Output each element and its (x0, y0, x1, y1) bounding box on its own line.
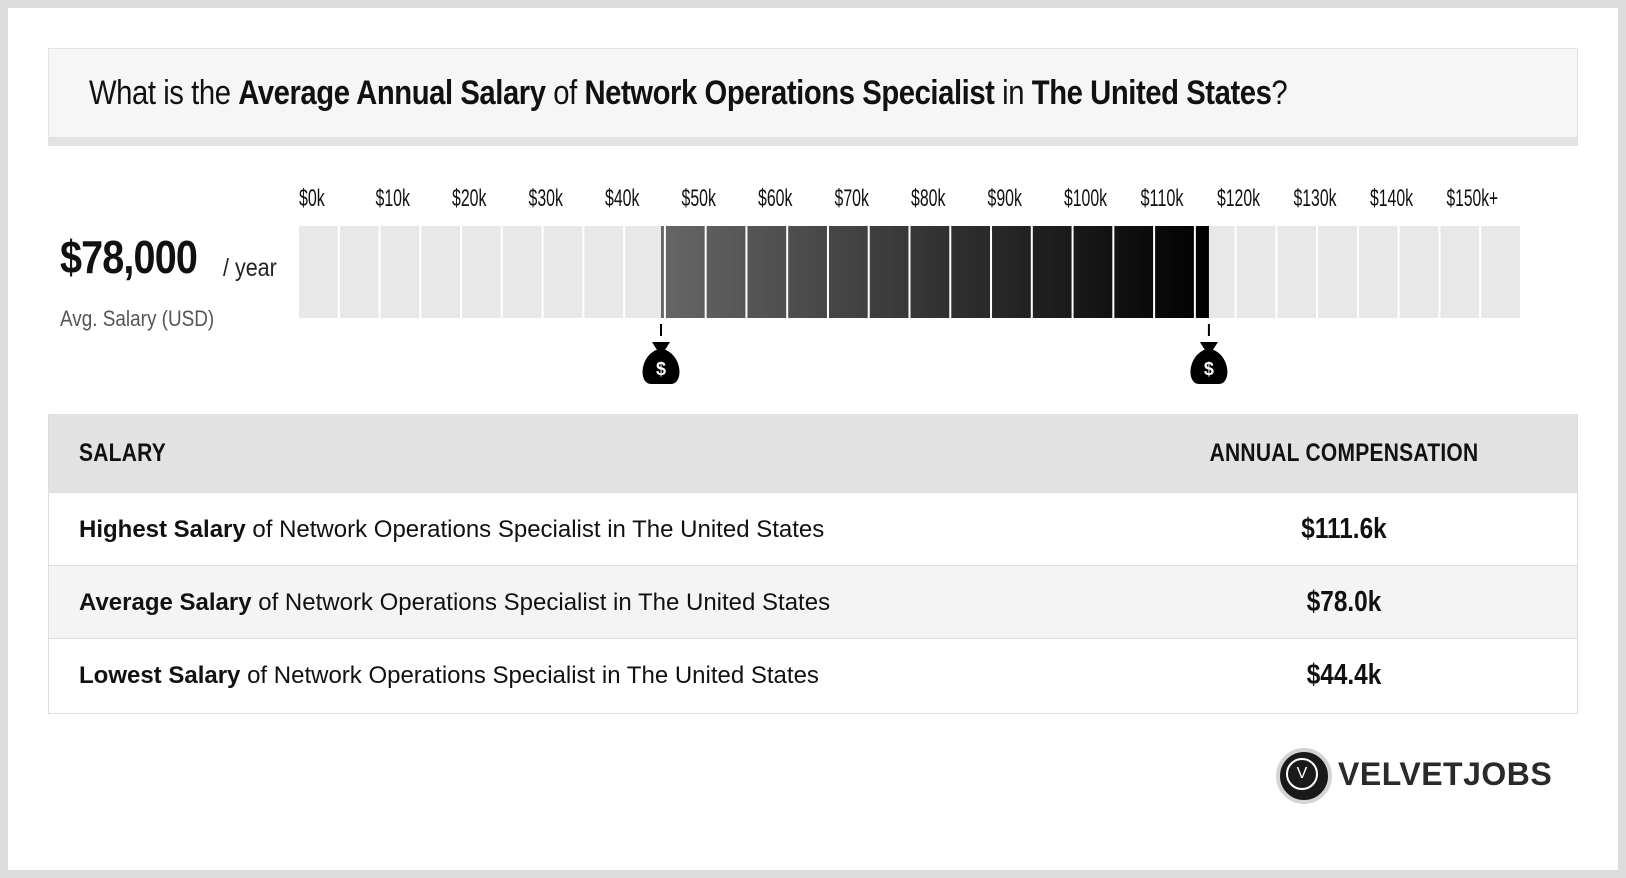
tick-label: $20k (452, 185, 487, 212)
salary-card: What is the Average Annual Salary of Net… (8, 8, 1618, 870)
low-salary-marker: $ (642, 324, 680, 384)
tick-label: $80k (911, 185, 946, 212)
cell-separator (704, 226, 707, 318)
logo-letter: V (1286, 758, 1318, 790)
tick-label: $120k (1217, 185, 1261, 212)
bar-cell (1399, 226, 1439, 318)
row-label-rest: of Network Operations Specialist in The … (240, 662, 819, 689)
cell-separator (1193, 226, 1196, 318)
salary-range-bar (661, 226, 1209, 318)
title-text: of (545, 74, 585, 112)
bar-cell (1318, 226, 1357, 318)
tick-label: $60k (758, 185, 793, 212)
row-value: $111.6k (1301, 513, 1387, 545)
row-value: $44.4k (1306, 659, 1382, 691)
row-label-bold: Lowest Salary (79, 662, 241, 689)
tick-label: $10k (376, 185, 411, 212)
title-highlight-salary: Average Annual Salary (238, 74, 546, 112)
bar-cell (625, 226, 664, 318)
title-highlight-job: Network Operations Specialist (584, 74, 995, 112)
salary-table: SALARY ANNUAL COMPENSATION Highest Salar… (48, 414, 1578, 714)
cell-separator (867, 226, 870, 318)
bar-cell (502, 226, 542, 318)
tick-label: $30k (529, 185, 564, 212)
bar-cell (339, 226, 379, 318)
row-value: $78.0k (1306, 586, 1382, 618)
cell-separator (1071, 226, 1074, 318)
bar-cell (584, 226, 624, 318)
cell-separator (908, 226, 911, 318)
row-label-bold: Average Salary (79, 589, 252, 616)
tick-label: $100k (1064, 185, 1108, 212)
cell-separator (1030, 226, 1033, 318)
cell-separator (1153, 226, 1156, 318)
marker-tick (1207, 324, 1210, 336)
money-bag-icon (1190, 350, 1228, 384)
tick-label: $0k (299, 185, 325, 212)
table-header: SALARY ANNUAL COMPENSATION (49, 414, 1577, 492)
title-highlight-location: The United States (1031, 74, 1272, 112)
bar-cell (1358, 226, 1398, 318)
bar-cell (462, 226, 501, 318)
header-annual-compensation: ANNUAL COMPENSATION (1209, 439, 1479, 467)
tick-label: $150k+ (1447, 185, 1499, 212)
high-salary-marker: $ (1190, 324, 1228, 384)
cell-separator (1112, 226, 1115, 318)
row-label: Average Salary of Network Operations Spe… (79, 566, 830, 639)
marker-symbol: $ (656, 359, 666, 379)
row-label-bold: Highest Salary (79, 516, 246, 543)
title-text: in (994, 74, 1032, 112)
cell-separator (786, 226, 789, 318)
velvetjobs-logo-icon: V (1276, 748, 1332, 804)
row-label-rest: of Network Operations Specialist in The … (245, 516, 825, 543)
cell-separator (745, 226, 748, 318)
table-row-average: Average Salary of Network Operations Spe… (49, 565, 1577, 638)
marker-tick (660, 324, 663, 336)
tick-label: $130k (1294, 185, 1338, 212)
average-salary-value: $78,000 (60, 231, 198, 283)
bar-cell (1440, 226, 1480, 318)
salary-range-chart: $0k $10k $20k $30k $40k $50k $60k $70k $80k $90k $… (299, 185, 1520, 384)
row-label: Lowest Salary of Network Operations Spec… (79, 639, 819, 712)
title-text: ? (1271, 74, 1288, 112)
money-bag-icon (642, 350, 680, 384)
brand-name: VELVETJOBS (1338, 756, 1553, 792)
header-salary: SALARY (79, 439, 167, 467)
average-salary-unit: / year (223, 254, 277, 282)
tick-label: $110k (1141, 185, 1185, 212)
tick-label: $40k (605, 185, 640, 212)
money-bag-icon (652, 342, 671, 350)
tick-label: $140k (1370, 185, 1414, 212)
cell-separator (663, 226, 666, 318)
bar-cell (1277, 226, 1317, 318)
page-title: What is the Average Annual Salary of Net… (89, 49, 1288, 137)
row-label: Highest Salary of Network Operations Spe… (79, 493, 824, 566)
row-label-rest: of Network Operations Specialist in The … (251, 589, 831, 616)
bar-cell (1481, 226, 1520, 318)
marker-symbol: $ (1204, 359, 1214, 379)
table-row-lowest: Lowest Salary of Network Operations Spec… (49, 638, 1577, 711)
title-text: What is the (89, 74, 239, 112)
bar-cell (380, 226, 420, 318)
bar-cell (299, 226, 338, 318)
tick-label: $90k (988, 185, 1023, 212)
bar-cell (1236, 226, 1276, 318)
money-bag-icon (1199, 342, 1218, 350)
title-box: What is the Average Annual Salary of Net… (48, 48, 1578, 146)
cell-separator (826, 226, 829, 318)
cell-separator (990, 226, 993, 318)
tick-label: $50k (682, 185, 717, 212)
average-salary-label: Avg. Salary (USD) (60, 306, 215, 331)
tick-label: $70k (835, 185, 870, 212)
bar-cell (421, 226, 461, 318)
cell-separator (949, 226, 952, 318)
bar-cell (543, 226, 583, 318)
table-row-highest: Highest Salary of Network Operations Spe… (49, 492, 1577, 565)
